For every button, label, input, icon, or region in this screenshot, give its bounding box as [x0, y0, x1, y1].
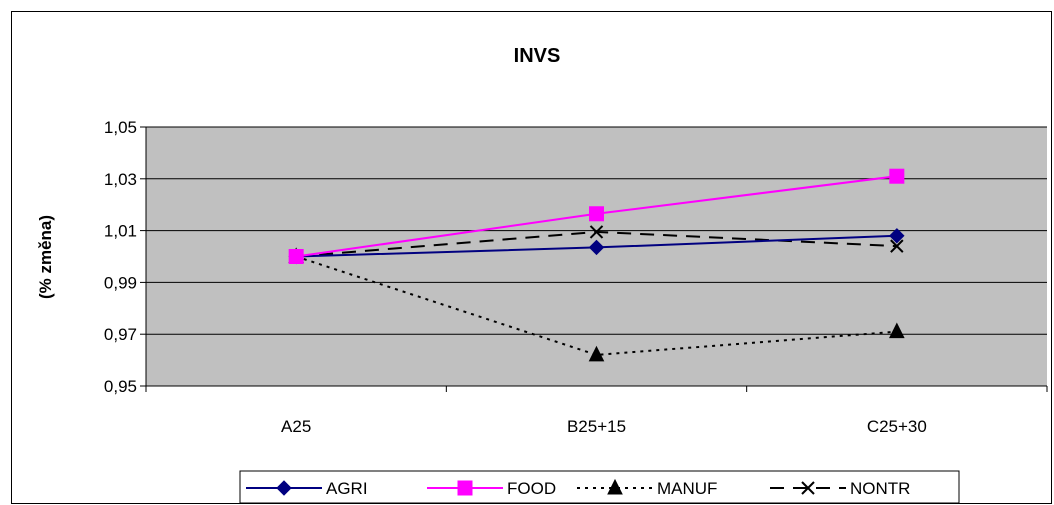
y-tick-label: 1,01: [104, 222, 137, 241]
x-tick-label: C25+30: [867, 417, 927, 436]
y-tick-labels: 0,95 0,97 0,99 1,01 1,03 1,05: [104, 118, 137, 396]
legend-label: FOOD: [507, 479, 556, 498]
legend-label: NONTR: [850, 479, 910, 498]
y-tick-label: 1,05: [104, 118, 137, 137]
data-point: [590, 207, 604, 221]
legend-label: MANUF: [657, 479, 717, 498]
y-tick-label: 0,97: [104, 325, 137, 344]
chart-title: INVS: [514, 45, 561, 67]
y-tick-label: 1,03: [104, 170, 137, 189]
x-tick-labels: A25 B25+15 C25+30: [281, 417, 927, 436]
legend-label: AGRI: [326, 479, 368, 498]
x-tick-label: B25+15: [567, 417, 626, 436]
data-point: [890, 169, 904, 183]
y-axis-label: (% změna): [36, 215, 55, 299]
x-tick-label: A25: [281, 417, 311, 436]
legend: AGRI FOOD MANUF NONTR: [240, 471, 959, 503]
y-tick-label: 0,99: [104, 273, 137, 292]
data-point: [289, 250, 303, 264]
data-point: [458, 481, 472, 495]
y-tick-label: 0,95: [104, 377, 137, 396]
